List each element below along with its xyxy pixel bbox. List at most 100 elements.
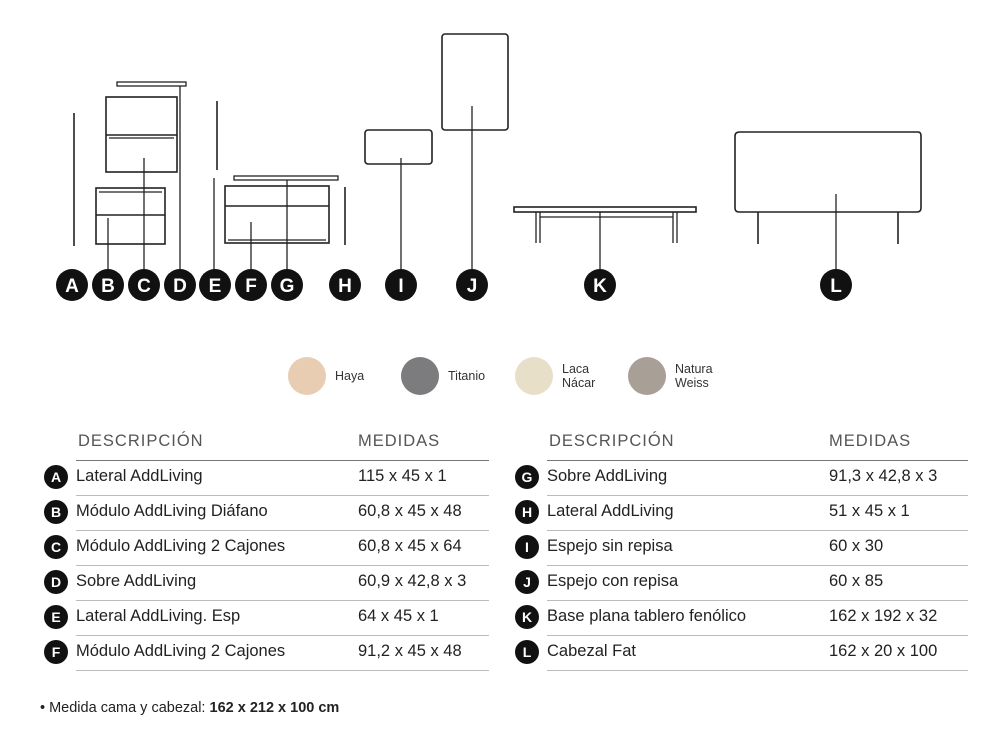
row-badge: F bbox=[44, 640, 68, 664]
swatch-label: Titanio bbox=[448, 369, 486, 383]
furniture-drawings bbox=[73, 33, 922, 246]
swatch-titanio: Titanio bbox=[401, 356, 485, 396]
measures-table-right: DESCRIPCIÓN MEDIDAS G Sobre AddLiving 91,3… bbox=[515, 430, 968, 671]
row-measures: 162 x 192 x 32 bbox=[829, 607, 938, 625]
row-description: Espejo sin repisa bbox=[547, 537, 673, 555]
item-f-module bbox=[224, 185, 330, 244]
swatch-natura-weiss: Natura Weiss bbox=[628, 356, 713, 396]
row-description: Sobre AddLiving bbox=[547, 467, 668, 485]
header-description: DESCRIPCIÓN bbox=[549, 432, 675, 450]
row-description: Lateral AddLiving bbox=[76, 467, 203, 485]
table-row: A Lateral AddLiving 115 x 45 x 1 bbox=[44, 461, 489, 496]
item-k-bed-base bbox=[513, 206, 697, 243]
badge-l: L bbox=[820, 269, 852, 301]
row-measures: 91,3 x 42,8 x 3 bbox=[829, 467, 938, 485]
badge-f: F bbox=[235, 269, 267, 301]
badge-j: J bbox=[456, 269, 488, 301]
row-badge: D bbox=[44, 570, 68, 594]
row-measures: 60,8 x 45 x 48 bbox=[358, 502, 462, 520]
furniture-diagram: A B C D E F G H I J K L bbox=[56, 33, 922, 301]
row-measures: 60,9 x 42,8 x 3 bbox=[358, 572, 467, 590]
swatch-dot bbox=[515, 357, 553, 395]
row-badge: J bbox=[515, 570, 539, 594]
row-description: Lateral AddLiving bbox=[547, 502, 674, 520]
table-rows: G Sobre AddLiving 91,3 x 42,8 x 3 H Lateral … bbox=[515, 461, 968, 671]
row-description: Cabezal Fat bbox=[547, 642, 636, 660]
svg-text:F: F bbox=[245, 276, 257, 297]
row-measures: 60 x 85 bbox=[829, 572, 884, 590]
svg-text:H: H bbox=[338, 276, 352, 297]
svg-text:E: E bbox=[209, 276, 222, 297]
swatch-dot bbox=[628, 357, 666, 395]
row-description: Espejo con repisa bbox=[547, 572, 679, 590]
swatch-laca-nacar: Laca Nácar bbox=[515, 356, 595, 396]
svg-text:A: A bbox=[65, 276, 79, 297]
row-description: Módulo AddLiving 2 Cajones bbox=[76, 642, 286, 660]
item-i-mirror bbox=[364, 129, 433, 165]
row-badge: B bbox=[44, 500, 68, 524]
badge-i: I bbox=[385, 269, 417, 301]
row-badge: G bbox=[515, 465, 539, 489]
item-c-module bbox=[105, 96, 178, 173]
row-measures: 51 x 45 x 1 bbox=[829, 502, 910, 520]
table-row: D Sobre AddLiving 60,9 x 42,8 x 3 bbox=[44, 566, 489, 601]
item-b-module bbox=[95, 187, 166, 245]
badge-b: B bbox=[92, 269, 124, 301]
row-description: Módulo AddLiving 2 Cajones bbox=[76, 537, 286, 555]
table-row: L Cabezal Fat 162 x 20 x 100 bbox=[515, 636, 968, 671]
item-j-mirror bbox=[441, 33, 509, 131]
item-l-headboard bbox=[734, 131, 922, 244]
row-measures: 64 x 45 x 1 bbox=[358, 607, 439, 625]
table-rows: A Lateral AddLiving 115 x 45 x 1 B Módulo Ad… bbox=[44, 461, 489, 671]
row-badge: A bbox=[44, 465, 68, 489]
row-measures: 91,2 x 45 x 48 bbox=[358, 642, 462, 660]
row-measures: 60,8 x 45 x 64 bbox=[358, 537, 462, 555]
svg-text:B: B bbox=[101, 276, 115, 297]
row-description: Módulo AddLiving Diáfano bbox=[76, 502, 268, 520]
badge-a: A bbox=[56, 269, 88, 301]
row-badge: H bbox=[515, 500, 539, 524]
item-d-top bbox=[116, 81, 187, 87]
header-measures: MEDIDAS bbox=[829, 432, 912, 450]
header-description: DESCRIPCIÓN bbox=[78, 432, 204, 450]
measures-table-left: DESCRIPCIÓN MEDIDAS A Lateral AddLiving 11… bbox=[44, 430, 489, 671]
leader-lines bbox=[107, 86, 837, 270]
swatch-dot bbox=[288, 357, 326, 395]
footnote-prefix: • Medida cama y cabezal: bbox=[40, 700, 210, 716]
row-measures: 60 x 30 bbox=[829, 537, 884, 555]
table-row: C Módulo AddLiving 2 Cajones 60,8 x 45 x 6… bbox=[44, 531, 489, 566]
row-badge: I bbox=[515, 535, 539, 559]
footnote: • Medida cama y cabezal: 162 x 212 x 100… bbox=[40, 700, 339, 716]
table-row: I Espejo sin repisa 60 x 30 bbox=[515, 531, 968, 566]
table-row: J Espejo con repisa 60 x 85 bbox=[515, 566, 968, 601]
table-row: K Base plana tablero fenólico 162 x 192 x … bbox=[515, 601, 968, 636]
badge-d: D bbox=[164, 269, 196, 301]
row-badge: L bbox=[515, 640, 539, 664]
row-badge: E bbox=[44, 605, 68, 629]
badge-k: K bbox=[584, 269, 616, 301]
swatch-label: Laca Nácar bbox=[562, 362, 596, 390]
badge-e: E bbox=[199, 269, 231, 301]
swatch-dot bbox=[401, 357, 439, 395]
item-badges: A B C D E F G H I J K L bbox=[56, 269, 852, 301]
footnote-value: 162 x 212 x 100 cm bbox=[209, 700, 340, 716]
row-measures: 162 x 20 x 100 bbox=[829, 642, 938, 660]
row-description: Base plana tablero fenólico bbox=[547, 607, 747, 625]
table-row: H Lateral AddLiving 51 x 45 x 1 bbox=[515, 496, 968, 531]
badge-h: H bbox=[329, 269, 361, 301]
table-row: F Módulo AddLiving 2 Cajones 91,2 x 45 x 4… bbox=[44, 636, 489, 671]
svg-text:K: K bbox=[593, 276, 607, 297]
swatch-haya: Haya bbox=[288, 356, 364, 396]
header-measures: MEDIDAS bbox=[358, 432, 441, 450]
svg-text:C: C bbox=[137, 276, 151, 297]
row-description: Sobre AddLiving bbox=[76, 572, 197, 590]
badge-c: C bbox=[128, 269, 160, 301]
svg-text:J: J bbox=[467, 276, 478, 297]
swatch-label: Haya bbox=[335, 369, 365, 383]
row-measures: 115 x 45 x 1 bbox=[358, 467, 447, 485]
svg-text:L: L bbox=[830, 276, 842, 297]
table-row: G Sobre AddLiving 91,3 x 42,8 x 3 bbox=[515, 461, 968, 496]
item-g-top bbox=[233, 175, 339, 181]
badge-g: G bbox=[271, 269, 303, 301]
table-row: B Módulo AddLiving Diáfano 60,8 x 45 x 48 bbox=[44, 496, 489, 531]
